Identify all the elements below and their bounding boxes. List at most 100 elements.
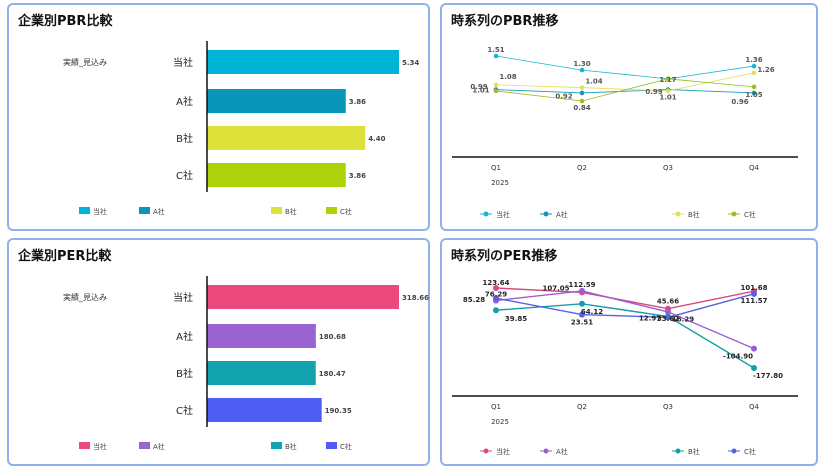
data-label: 76.29 xyxy=(485,291,507,299)
bar xyxy=(207,126,366,150)
panel-title: 企業別PER比較 xyxy=(18,249,112,264)
category-label: 当社 xyxy=(173,56,193,69)
x-tick-label: Q2 xyxy=(577,164,587,172)
data-label: 123.64 xyxy=(482,279,509,287)
data-point xyxy=(665,308,671,315)
legend-marker xyxy=(483,211,489,217)
series-line xyxy=(495,78,755,102)
data-point xyxy=(493,285,499,291)
data-label: 1.01 xyxy=(472,87,489,95)
data-point xyxy=(579,67,585,73)
value-label: 4.40 xyxy=(368,135,385,143)
data-label: 12.97 xyxy=(639,314,661,322)
pbr-line-panel: 時系列のPBR推移 1.51 1.30 1.36 1.01 1.01 0.96 1.08 1.… xyxy=(440,3,818,231)
data-label: 1.30 xyxy=(573,60,590,68)
bar xyxy=(207,89,346,113)
legend-swatch xyxy=(139,207,150,214)
category-label: A社 xyxy=(176,95,193,108)
legend-marker xyxy=(543,211,549,217)
panel-title: 企業別PBR比較 xyxy=(18,14,113,29)
data-label: 16.29 xyxy=(672,315,694,323)
data-label: 0.99 xyxy=(470,83,487,91)
data-label: 1.17 xyxy=(659,76,676,84)
value-label: 180.47 xyxy=(319,370,346,378)
data-point xyxy=(751,290,757,297)
series-line xyxy=(495,287,755,310)
legend-label: B社 xyxy=(688,210,700,219)
x-tick-label: Q4 xyxy=(749,164,760,172)
legend-label: 当社 xyxy=(496,210,510,219)
data-point xyxy=(665,88,671,94)
legend-swatch xyxy=(271,442,282,449)
data-point xyxy=(751,90,757,96)
data-label: 1.51 xyxy=(487,46,504,54)
data-label: 1.05 xyxy=(745,91,762,99)
bar xyxy=(207,50,399,74)
x-tick-label: Q1 xyxy=(491,164,501,172)
data-point xyxy=(751,84,757,90)
legend-label: B社 xyxy=(688,447,700,456)
x-tick-label: Q2 xyxy=(577,403,587,411)
data-point xyxy=(579,287,585,294)
x-tick-label: Q3 xyxy=(663,403,673,411)
data-point xyxy=(751,365,757,371)
series-line xyxy=(495,293,755,319)
x-sublabel: 2025 xyxy=(491,418,509,426)
data-label: -104.90 xyxy=(723,353,753,361)
category-label: B社 xyxy=(176,132,193,145)
data-point xyxy=(493,295,499,302)
value-label: 3.86 xyxy=(349,98,366,106)
pbr-bar-panel: 企業別PBR比較 実績_見込み 当社 5.34 A社 3.86 B社 4.40 C社 3.86 当… xyxy=(7,3,430,231)
bar xyxy=(207,361,316,385)
data-point xyxy=(493,53,499,59)
legend-label: A社 xyxy=(556,210,568,219)
data-point xyxy=(579,98,585,104)
series-line xyxy=(495,55,755,80)
x-tick-label: Q3 xyxy=(663,164,673,172)
legend-swatch xyxy=(271,207,282,214)
data-label: 1.26 xyxy=(757,66,774,74)
data-point xyxy=(579,311,585,318)
data-point xyxy=(579,85,585,90)
data-label: 1.01 xyxy=(659,94,676,102)
legend-marker xyxy=(675,211,681,217)
legend-swatch xyxy=(326,442,337,449)
legend-marker xyxy=(483,448,489,454)
legend-label: C社 xyxy=(744,447,756,456)
legend-label: B社 xyxy=(285,207,297,216)
data-label: 85.28 xyxy=(463,296,485,304)
data-label: 112.59 xyxy=(568,281,595,289)
data-label: 0.84 xyxy=(573,104,590,112)
data-label: 0.99 xyxy=(645,88,662,96)
row-label: 実績_見込み xyxy=(63,57,107,67)
legend-label: C社 xyxy=(340,207,352,216)
legend-label: C社 xyxy=(340,442,352,451)
data-point xyxy=(493,307,499,314)
legend-swatch xyxy=(79,207,90,214)
data-point xyxy=(493,82,499,88)
legend-marker xyxy=(675,448,681,454)
legend-marker xyxy=(731,211,737,217)
data-point xyxy=(751,70,757,76)
series-line xyxy=(495,290,755,350)
value-label: 5.34 xyxy=(402,59,419,67)
data-label: 39.85 xyxy=(505,315,527,323)
data-point xyxy=(493,88,499,94)
per-line-chart: 123.64 107.05 45.66 111.57 76.29 112.59 33.62 -… xyxy=(452,279,798,456)
legend-label: A社 xyxy=(153,207,165,216)
series-line xyxy=(495,72,755,92)
data-label: 1.08 xyxy=(499,73,516,81)
data-point xyxy=(579,90,585,96)
bar xyxy=(207,324,316,348)
value-label: 318.66 xyxy=(402,294,429,302)
data-label: 1.36 xyxy=(745,56,762,64)
data-label: 0.96 xyxy=(731,98,748,106)
legend-label: A社 xyxy=(153,442,165,451)
value-label: 180.68 xyxy=(319,333,346,341)
pbr-line-chart: 1.51 1.30 1.36 1.01 1.01 0.96 1.08 1.04 0.99 1.26… xyxy=(452,46,798,219)
data-point xyxy=(665,314,671,321)
data-label: 107.05 xyxy=(542,284,569,292)
legend-label: C社 xyxy=(744,210,756,219)
legend-swatch xyxy=(326,207,337,214)
